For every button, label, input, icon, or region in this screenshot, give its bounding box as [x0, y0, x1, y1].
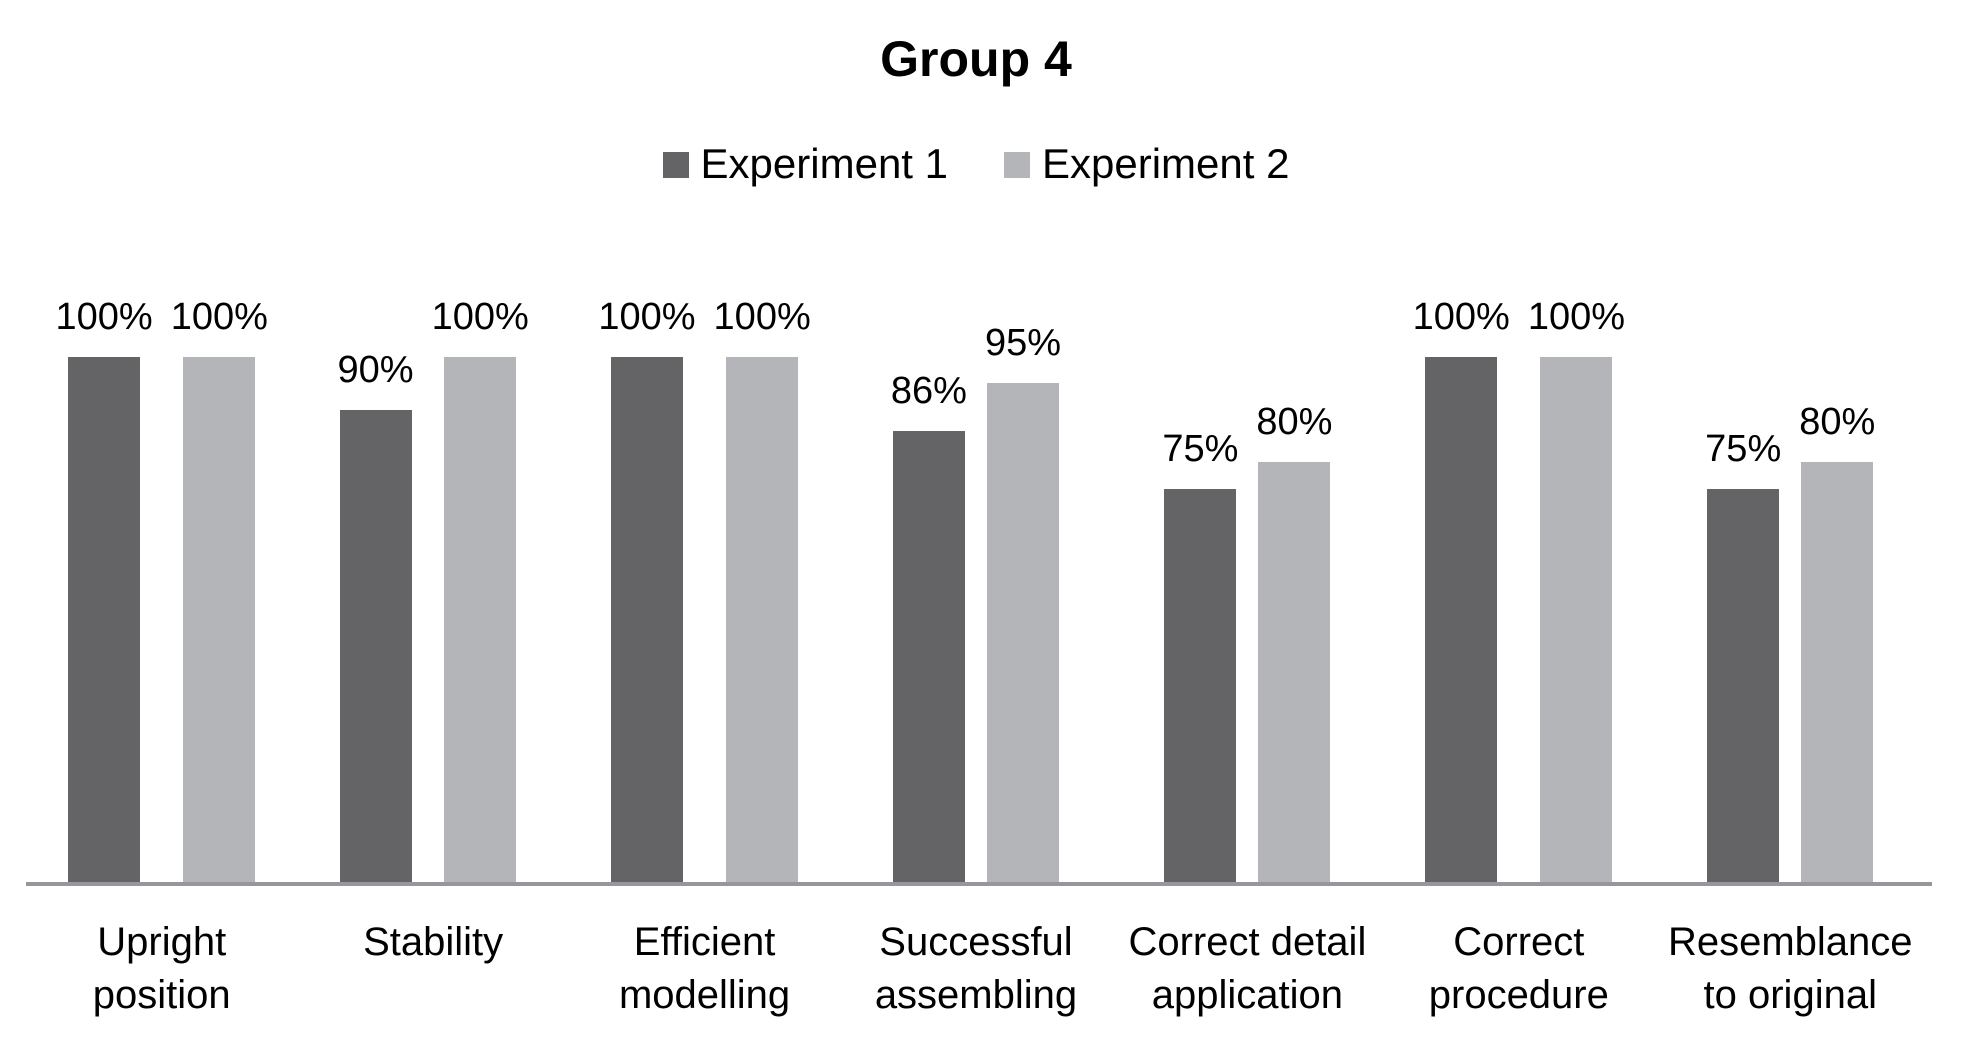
value-label: 100% [713, 296, 811, 338]
bar-column: 75% [1162, 427, 1239, 883]
bar-experiment-2 [1258, 462, 1331, 883]
category-label: Correct procedure [1428, 920, 1609, 1017]
value-label: 100% [1527, 296, 1626, 338]
category-label: Successful assembling [874, 920, 1078, 1017]
bar-column: 95% [985, 321, 1061, 883]
category-group: 75% 80% [1112, 297, 1383, 883]
bar-column: 86% [891, 369, 967, 883]
bar-column: 75% [1705, 427, 1782, 883]
category-group: 86% 95% [840, 297, 1111, 883]
legend-item-experiment-2: Experiment 2 [1004, 140, 1289, 188]
value-label: 100% [598, 296, 696, 338]
legend-label-experiment-2: Experiment 2 [1042, 140, 1290, 187]
category-label: Resemblance to original [1667, 920, 1913, 1017]
bar-column: 80% [1799, 400, 1875, 883]
bar-experiment-1 [339, 409, 412, 883]
bar-experiment-1 [1164, 488, 1237, 883]
value-label: 86% [890, 369, 967, 412]
chart-legend: Experiment 1 Experiment 2 [26, 140, 1926, 188]
category-group: 90% 100% [297, 295, 568, 883]
value-label: 100% [55, 296, 153, 338]
bar-experiment-1 [1707, 488, 1780, 883]
category-label: Stability [363, 920, 504, 964]
bar-column: 100% [1413, 295, 1510, 883]
bar-experiment-2 [1801, 462, 1874, 883]
bar-experiment-2 [987, 383, 1059, 883]
bar-experiment-2 [183, 357, 256, 883]
value-label: 75% [1162, 427, 1239, 470]
bar-column: 100% [1528, 295, 1625, 883]
bar-experiment-2 [444, 357, 517, 883]
bar-column: 80% [1256, 400, 1332, 883]
legend-swatch-experiment-1-icon [662, 152, 689, 178]
bar-column: 100% [598, 295, 696, 883]
category-group: 75% 80% [1655, 297, 1926, 883]
bar-experiment-1 [68, 357, 141, 883]
bar-column: 100% [714, 295, 811, 883]
legend-item-experiment-1: Experiment 1 [662, 140, 948, 188]
category-axis-labels: Upright position Stability Efficient model… [26, 916, 1926, 1022]
value-label: 95% [984, 322, 1062, 365]
value-label: 100% [1412, 296, 1510, 338]
bar-groups: 100% 100% 90% 100% 100% 100% 86% 95% 75% 80% 100% 1… [26, 295, 1926, 883]
value-label: 90% [337, 348, 414, 391]
bar-experiment-1 [610, 357, 683, 883]
category-group: 100% 100% [1383, 295, 1654, 883]
bar-column: 100% [432, 295, 529, 883]
x-axis-line [26, 882, 1932, 886]
legend-swatch-experiment-2-icon [1004, 152, 1030, 178]
category-label: Efficient modelling [618, 920, 791, 1017]
category-group: 100% 100% [569, 295, 840, 883]
category-group: 100% 100% [26, 295, 297, 883]
value-label: 75% [1705, 427, 1782, 470]
bar-column: 90% [338, 348, 414, 883]
value-label: 80% [1256, 401, 1333, 444]
legend-label-experiment-1: Experiment 1 [700, 140, 948, 187]
bar-experiment-1 [892, 430, 965, 883]
bar-experiment-2 [1540, 357, 1613, 883]
value-label: 80% [1799, 401, 1876, 444]
bar-column: 100% [56, 295, 153, 883]
value-label: 100% [170, 296, 268, 338]
chart-title: Group 4 [880, 31, 1072, 87]
category-label: Correct detail application [1128, 920, 1367, 1017]
bar-column: 100% [171, 295, 268, 883]
value-label: 100% [431, 296, 529, 338]
plot-area: 100% 100% 90% 100% 100% 100% 86% 95% 75% 80% 100% 1… [26, 0, 1932, 1052]
bar-experiment-1 [1425, 357, 1498, 883]
category-label: Upright position [92, 920, 231, 1017]
bar-experiment-2 [726, 357, 799, 883]
